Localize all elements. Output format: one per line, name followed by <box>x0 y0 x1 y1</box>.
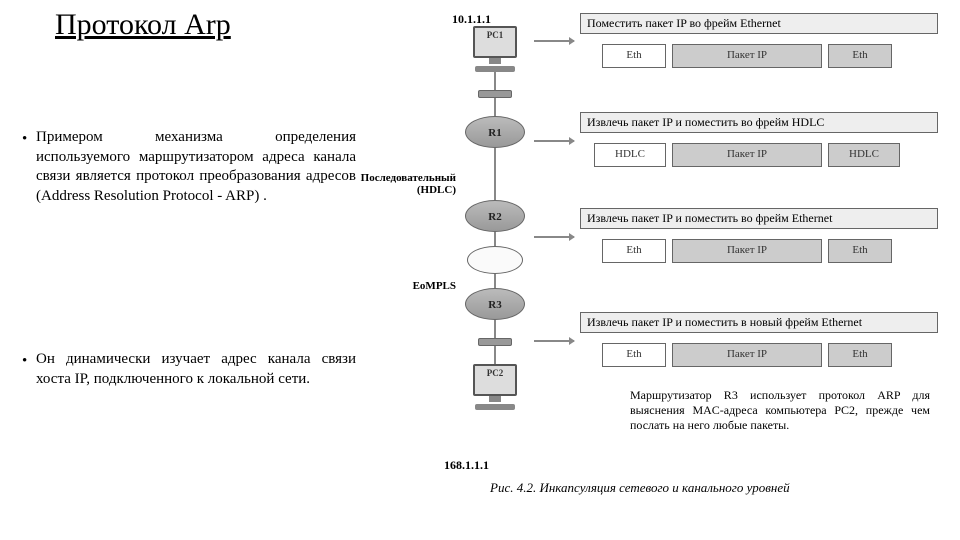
arrow-icon <box>534 40 574 42</box>
seg-ip: Пакет IP <box>672 143 822 167</box>
bullet-2-text: Он динамически изучает адрес канала связ… <box>36 350 356 389</box>
bullet-1-text: Примером механизма определения используе… <box>36 128 356 206</box>
arrow-icon <box>534 140 574 142</box>
seg-eth: Eth <box>602 343 666 367</box>
seg-eth-trailer: Eth <box>828 44 892 68</box>
packet-row-4: Eth Пакет IP Eth <box>602 343 892 367</box>
hdlc-label-line1: Последовательный <box>348 172 456 184</box>
router-r1-icon: R1 <box>465 116 525 148</box>
bullet-1: • Примером механизма определения использ… <box>36 128 356 206</box>
seg-eth-trailer: Eth <box>828 239 892 263</box>
arrow-icon <box>534 236 574 238</box>
seg-hdlc: HDLC <box>594 143 666 167</box>
packet-row-3: Eth Пакет IP Eth <box>602 239 892 263</box>
seg-hdlc-trailer: HDLC <box>828 143 900 167</box>
router-r3-icon: R3 <box>465 288 525 320</box>
step-header-1: Поместить пакет IP во фрейм Ethernet <box>580 13 938 34</box>
cloud-icon <box>467 246 523 274</box>
link-label-eompls: EoMPLS <box>394 280 456 292</box>
step-header-2: Извлечь пакет IP и поместить во фрейм HD… <box>580 112 938 133</box>
footnote-text: Маршрутизатор R3 использует протокол ARP… <box>630 388 930 433</box>
packet-row-1: Eth Пакет IP Eth <box>602 44 892 68</box>
page-title: Протокол Arp <box>55 8 231 42</box>
seg-eth-trailer: Eth <box>828 343 892 367</box>
device-column: PC1 R1 R2 R3 PC2 <box>460 26 530 410</box>
bullet-dot-icon: • <box>22 352 27 372</box>
step-header-3: Извлечь пакет IP и поместить во фрейм Et… <box>580 208 938 229</box>
pc-top-label: PC1 <box>475 30 515 40</box>
ip-address-bottom: 168.1.1.1 <box>444 458 489 473</box>
bullet-dot-icon: • <box>22 130 27 150</box>
hdlc-label-line2: (HDLC) <box>348 184 456 196</box>
bullet-2: • Он динамически изучает адрес канала св… <box>36 350 356 389</box>
figure-caption: Рис. 4.2. Инкапсуляция сетевого и каналь… <box>490 480 790 496</box>
seg-eth: Eth <box>602 44 666 68</box>
arrow-icon <box>534 340 574 342</box>
seg-ip: Пакет IP <box>672 343 822 367</box>
link-label-hdlc: Последовательный (HDLC) <box>348 172 456 196</box>
router-r2-icon: R2 <box>465 200 525 232</box>
pc-top-icon: PC1 <box>473 26 517 58</box>
ip-address-top: 10.1.1.1 <box>452 12 491 27</box>
seg-ip: Пакет IP <box>672 239 822 263</box>
encapsulation-diagram: 10.1.1.1 PC1 R1 R2 R3 PC2 Последовательн… <box>380 10 950 510</box>
router-r1-label: R1 <box>488 127 501 139</box>
packet-row-2: HDLC Пакет IP HDLC <box>594 143 900 167</box>
seg-eth: Eth <box>602 239 666 263</box>
pc-bottom-label: PC2 <box>475 368 515 378</box>
router-r2-label: R2 <box>488 211 501 223</box>
seg-ip: Пакет IP <box>672 44 822 68</box>
pc-bottom-icon: PC2 <box>473 364 517 396</box>
router-r3-label: R3 <box>488 299 501 311</box>
step-header-4: Извлечь пакет IP и поместить в новый фре… <box>580 312 938 333</box>
